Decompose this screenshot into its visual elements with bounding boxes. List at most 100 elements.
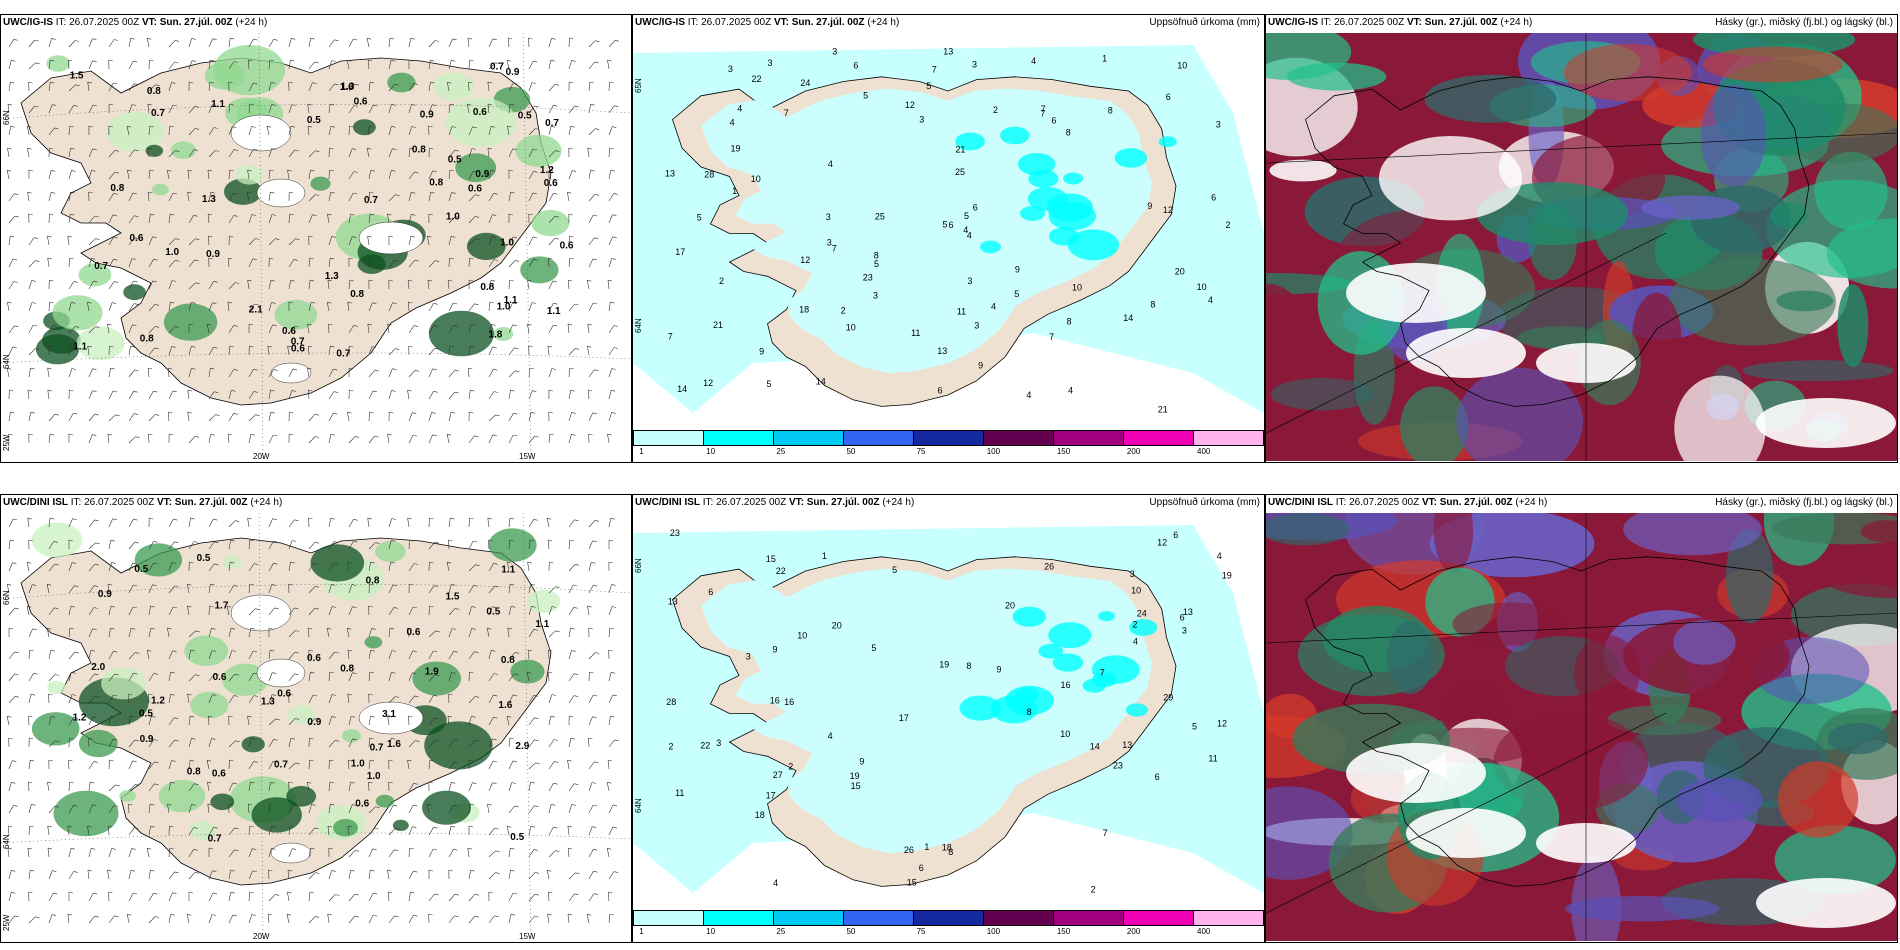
wind-barb [268, 760, 278, 770]
legend-swatch [634, 431, 704, 445]
legend-tick-label: 150 [1056, 447, 1071, 456]
wind-barb [148, 783, 159, 792]
wind-barb [88, 848, 96, 858]
wind-barb [8, 651, 19, 660]
wind-barb [588, 804, 598, 814]
wind-barb [548, 324, 558, 334]
accum-value-label: 7 [668, 332, 673, 342]
wind-barb [7, 147, 12, 158]
wind-barb [608, 347, 619, 356]
wind-barb [527, 561, 532, 572]
init-time: IT: 26.07.2025 00Z [700, 497, 789, 508]
wind-barb [148, 258, 158, 268]
wind-barb [348, 83, 359, 92]
wind-barb [288, 238, 300, 246]
wind-barb [428, 213, 433, 224]
wind-barb [268, 238, 280, 246]
wind-barb [408, 59, 413, 70]
wind-barb [88, 326, 100, 334]
accum-value-label: 2 [1091, 884, 1096, 894]
wind-barb [548, 761, 559, 770]
wind-barb [468, 893, 479, 902]
wind-barb [208, 414, 220, 422]
wind-barb [508, 583, 515, 594]
wind-barb [388, 627, 395, 638]
wind-barb [88, 542, 100, 550]
wind-barb [208, 827, 218, 836]
wind-barb [88, 280, 98, 290]
wind-barb [68, 539, 73, 550]
wind-barb [307, 627, 313, 638]
wind-barb [408, 672, 417, 682]
wind-barb [528, 717, 539, 726]
accum-value-label: 6 [949, 220, 954, 230]
lon-label: 20W [253, 932, 270, 941]
wind-barb [328, 236, 336, 246]
lead-time: (+24 h) [1515, 497, 1548, 508]
wind-barb [188, 630, 200, 638]
wind-barb [8, 411, 15, 422]
wind-barb [348, 367, 354, 378]
wind-barb [506, 825, 512, 836]
wind-barb [348, 38, 358, 48]
wind-barb [567, 279, 573, 290]
glacier-patch [270, 842, 312, 864]
precip-area [78, 729, 118, 758]
wind-barb [347, 759, 353, 770]
accum-value-label: 22 [752, 74, 762, 84]
wind-barb [168, 326, 180, 334]
wind-barb [448, 628, 457, 638]
wind-barb [168, 892, 177, 902]
wind-barb [188, 282, 200, 290]
wind-barb [568, 783, 579, 792]
lat-label: 64N [2, 354, 11, 369]
wind-barb [368, 628, 376, 638]
precip-value-label: 0.9 [140, 734, 154, 745]
wind-barb [148, 825, 155, 836]
wind-barb [508, 347, 519, 356]
precip-value-label: 1.7 [215, 600, 229, 611]
wind-barb [408, 740, 420, 748]
wind-barb [388, 828, 400, 836]
wind-barb [448, 38, 457, 48]
precip-area [31, 712, 80, 746]
wind-barb [348, 389, 354, 400]
accum-value-label: 5 [1014, 289, 1019, 299]
glacier-patch [230, 594, 292, 632]
wind-barb [348, 672, 357, 682]
wind-barb [148, 869, 155, 880]
wind-barb [27, 191, 32, 202]
wind-barb [428, 650, 438, 660]
accum-value-label: 13 [665, 169, 675, 179]
wind-barb [388, 561, 395, 572]
wind-barb [28, 759, 35, 770]
wind-barb [108, 627, 115, 638]
wind-barb [468, 739, 479, 748]
wind-barb [48, 213, 54, 224]
wind-barb [148, 693, 153, 704]
wind-barb [228, 345, 234, 356]
wind-barb [308, 517, 313, 528]
wind-barb [207, 235, 213, 246]
wind-barb [68, 326, 80, 334]
wind-barb [108, 367, 115, 378]
wind-barb [488, 38, 497, 48]
precip-value-label: 0.8 [110, 183, 124, 194]
wind-barb [588, 40, 600, 48]
wind-barb [108, 125, 113, 136]
wind-barb [168, 871, 179, 880]
wind-barb [328, 870, 336, 880]
precip-value-label: 0.6 [473, 107, 487, 118]
wind-barb [308, 827, 319, 836]
wind-barb [208, 346, 218, 356]
wind-barb [308, 718, 320, 726]
wind-barb [148, 716, 156, 726]
accum-value-label: 12 [1163, 205, 1173, 215]
accum-value-label: 9 [773, 645, 778, 655]
wind-barb [248, 848, 257, 858]
wind-barb [348, 869, 355, 880]
wind-barb [508, 169, 513, 180]
wind-barb [548, 561, 554, 572]
accum-value-label: 15 [766, 554, 776, 564]
wind-barb [608, 561, 613, 572]
